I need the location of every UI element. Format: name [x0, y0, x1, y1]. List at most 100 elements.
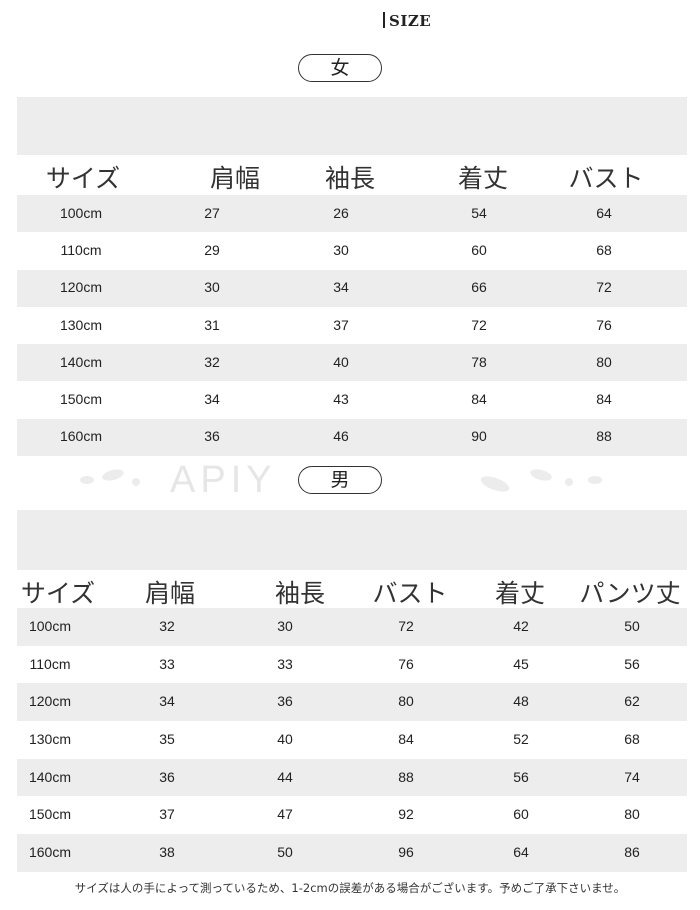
leaf-icon [588, 476, 602, 484]
women-label: 女 [298, 54, 382, 82]
table-cell: 72 [398, 617, 414, 634]
column-header: 袖長 [274, 579, 326, 608]
table-cell: 32 [159, 617, 175, 634]
column-header: パンツ丈 [579, 579, 681, 608]
table-cell: 40 [333, 353, 349, 370]
table-cell: 90 [471, 428, 487, 445]
table-cell: 56 [624, 655, 640, 672]
column-header: 着丈 [457, 164, 509, 193]
table-cell: 26 [333, 204, 349, 221]
women-header-row: サイズ 肩幅 袖長 着丈 バスト [17, 155, 687, 195]
table-cell: 140cm [28, 768, 72, 785]
table-cell: 46 [333, 428, 349, 445]
table-cell: 42 [513, 617, 529, 634]
size-title: SIZE [383, 12, 431, 30]
table-cell: 32 [204, 353, 220, 370]
table-cell: 150cm [59, 391, 103, 408]
table-cell: 72 [471, 316, 487, 333]
table-cell: 110cm [29, 655, 71, 672]
table-cell: 120cm [28, 693, 72, 710]
table-cell: 96 [398, 844, 414, 861]
table-row: 150cm 34 43 84 84 [17, 382, 687, 419]
table-cell: 33 [159, 655, 175, 672]
table-row: 140cm 36 44 88 56 74 [17, 758, 687, 797]
table-cell: 120cm [59, 279, 103, 296]
table-cell: 43 [333, 391, 349, 408]
column-header: 着丈 [494, 579, 546, 608]
table-cell: 64 [513, 844, 529, 861]
column-header: 肩幅 [209, 164, 261, 193]
table-cell: 34 [159, 693, 175, 710]
table-cell: 38 [159, 844, 175, 861]
table-row: 160cm 38 50 96 64 86 [17, 834, 687, 872]
table-cell: 130cm [28, 730, 72, 747]
table-cell: 50 [624, 617, 640, 634]
table-cell: 68 [596, 241, 612, 258]
table-cell: 40 [277, 730, 293, 747]
table-row: 120cm 34 36 80 48 62 [17, 683, 687, 722]
table-cell: 78 [471, 353, 487, 370]
table-cell: 64 [596, 204, 612, 221]
table-row: 120cm 30 34 66 72 [17, 269, 687, 307]
table-cell: 76 [596, 316, 612, 333]
table-row: 100cm 27 26 54 64 [17, 195, 687, 233]
table-cell: 88 [398, 768, 414, 785]
table-cell: 66 [471, 279, 487, 296]
table-cell: 68 [624, 730, 640, 747]
table-cell: 110cm [60, 241, 102, 258]
table-row: 160cm 36 46 90 88 [17, 418, 687, 457]
table-row: 100cm 32 30 72 42 50 [17, 608, 687, 646]
leaf-icon [565, 478, 573, 486]
table-cell: 33 [277, 655, 293, 672]
table-cell: 48 [513, 693, 529, 710]
table-row: 130cm 35 40 84 52 68 [17, 721, 687, 759]
table-cell: 29 [204, 241, 220, 258]
column-header: バスト [372, 579, 448, 608]
women-header-band [17, 97, 687, 155]
table-cell: 62 [624, 693, 640, 710]
column-header: サイズ [20, 579, 96, 608]
table-row: 110cm 29 30 60 68 [17, 232, 687, 269]
men-label: 男 [298, 466, 382, 494]
table-cell: 88 [596, 428, 612, 445]
leaf-icon [478, 473, 512, 495]
table-cell: 74 [624, 768, 640, 785]
table-cell: 60 [513, 806, 529, 823]
table-cell: 52 [513, 730, 529, 747]
table-cell: 44 [277, 768, 293, 785]
table-cell: 150cm [28, 806, 72, 823]
table-cell: 92 [398, 806, 414, 823]
table-cell: 50 [277, 844, 293, 861]
leaf-icon [80, 476, 94, 484]
leaf-icon [529, 467, 553, 483]
table-cell: 80 [398, 693, 414, 710]
leaf-icon [101, 467, 125, 483]
column-header: サイズ [45, 164, 121, 193]
table-row: 130cm 31 37 72 76 [17, 307, 687, 344]
table-cell: 86 [624, 844, 640, 861]
table-cell: 37 [159, 806, 175, 823]
column-header: 袖長 [324, 164, 376, 193]
table-cell: 80 [624, 806, 640, 823]
table-cell: 72 [596, 279, 612, 296]
table-cell: 130cm [59, 316, 103, 333]
table-cell: 34 [204, 391, 220, 408]
watermark-text: APIY [170, 459, 277, 501]
table-cell: 160cm [28, 844, 72, 861]
table-cell: 80 [596, 353, 612, 370]
table-cell: 34 [333, 279, 349, 296]
leaf-icon [132, 478, 140, 486]
table-cell: 37 [333, 316, 349, 333]
table-cell: 45 [513, 655, 529, 672]
table-cell: 36 [159, 768, 175, 785]
table-row: 150cm 37 47 92 60 80 [17, 797, 687, 835]
table-cell: 140cm [59, 353, 103, 370]
measurement-note: サイズは人の手によって測っているため、1-2cmの誤差がある場合がございます。予… [74, 881, 626, 895]
table-cell: 84 [398, 730, 414, 747]
table-cell: 27 [204, 204, 220, 221]
column-header: バスト [568, 164, 644, 193]
table-cell: 84 [596, 391, 612, 408]
table-cell: 35 [159, 730, 175, 747]
table-cell: 56 [513, 768, 529, 785]
table-cell: 30 [333, 241, 349, 258]
